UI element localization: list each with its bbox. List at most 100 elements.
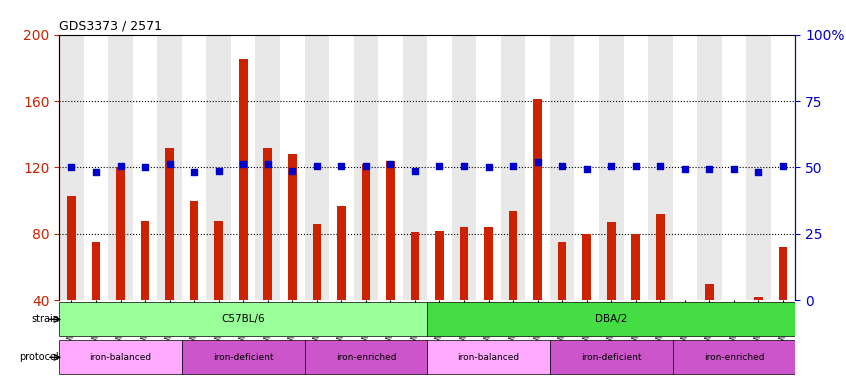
Point xyxy=(653,163,667,169)
Bar xyxy=(59,35,84,300)
Bar xyxy=(108,35,133,300)
Bar xyxy=(746,35,771,300)
Text: DBA/2: DBA/2 xyxy=(595,314,628,324)
Point xyxy=(580,166,593,172)
Point xyxy=(138,164,151,170)
Point xyxy=(187,169,201,175)
Text: iron-balanced: iron-balanced xyxy=(458,353,519,362)
Point xyxy=(506,163,519,169)
Bar xyxy=(484,227,493,300)
Bar xyxy=(403,35,427,300)
Point xyxy=(236,161,250,167)
Point xyxy=(162,161,176,167)
Bar xyxy=(656,214,665,300)
Bar xyxy=(214,221,223,300)
Bar xyxy=(680,300,689,330)
Bar xyxy=(435,231,444,300)
Bar xyxy=(459,227,469,300)
Bar xyxy=(280,35,305,300)
Bar xyxy=(599,35,624,300)
Bar xyxy=(312,224,321,300)
Bar xyxy=(190,201,199,300)
Bar xyxy=(624,35,648,300)
Point xyxy=(604,163,618,169)
Bar xyxy=(165,147,174,300)
Point xyxy=(285,168,299,174)
Text: protocol: protocol xyxy=(19,353,59,362)
Point xyxy=(89,169,103,175)
Bar xyxy=(452,35,476,300)
Text: C57BL/6: C57BL/6 xyxy=(222,314,265,324)
Bar xyxy=(361,164,371,300)
FancyBboxPatch shape xyxy=(59,302,427,336)
Bar xyxy=(305,35,329,300)
Bar xyxy=(255,35,280,300)
Bar xyxy=(558,242,567,300)
Point xyxy=(261,161,274,167)
Text: strain: strain xyxy=(31,314,59,324)
Bar xyxy=(533,99,542,300)
Bar xyxy=(729,300,739,309)
Bar xyxy=(525,35,550,300)
Bar xyxy=(329,35,354,300)
Bar xyxy=(140,221,150,300)
Point xyxy=(383,161,398,167)
Bar xyxy=(427,35,452,300)
Point xyxy=(64,164,78,170)
Text: iron-deficient: iron-deficient xyxy=(213,353,273,362)
FancyBboxPatch shape xyxy=(427,302,795,336)
Bar xyxy=(705,284,714,300)
Bar xyxy=(386,161,395,300)
Bar xyxy=(116,167,125,300)
Bar xyxy=(754,297,763,300)
FancyBboxPatch shape xyxy=(673,340,795,374)
Bar xyxy=(631,234,640,300)
Bar xyxy=(206,35,231,300)
Bar xyxy=(771,35,795,300)
Bar xyxy=(476,35,501,300)
Bar xyxy=(91,242,101,300)
Bar xyxy=(778,247,788,300)
Bar xyxy=(133,35,157,300)
Point xyxy=(776,163,789,169)
Bar xyxy=(697,35,722,300)
Point xyxy=(113,163,127,169)
Bar xyxy=(508,211,518,300)
Bar xyxy=(182,35,206,300)
Bar xyxy=(607,222,616,300)
Point xyxy=(678,166,691,172)
Point xyxy=(359,163,372,169)
Point xyxy=(457,163,470,169)
Point xyxy=(212,168,225,174)
Bar xyxy=(550,35,574,300)
Bar xyxy=(574,35,599,300)
Text: iron-balanced: iron-balanced xyxy=(90,353,151,362)
Bar xyxy=(582,234,591,300)
Point xyxy=(702,166,716,172)
Bar xyxy=(337,206,346,300)
Point xyxy=(555,163,569,169)
Bar xyxy=(673,35,697,300)
FancyBboxPatch shape xyxy=(182,340,305,374)
Text: iron-enriched: iron-enriched xyxy=(704,353,764,362)
Bar xyxy=(354,35,378,300)
Bar xyxy=(410,232,420,300)
FancyBboxPatch shape xyxy=(59,340,182,374)
Point xyxy=(310,163,323,169)
Point xyxy=(481,164,495,170)
Point xyxy=(432,163,447,169)
Text: GDS3373 / 2571: GDS3373 / 2571 xyxy=(59,19,162,32)
Bar xyxy=(67,196,76,300)
Text: iron-enriched: iron-enriched xyxy=(336,353,396,362)
Point xyxy=(408,168,421,174)
FancyBboxPatch shape xyxy=(305,340,427,374)
Point xyxy=(629,163,642,169)
FancyBboxPatch shape xyxy=(550,340,673,374)
Bar xyxy=(501,35,525,300)
Point xyxy=(727,166,740,172)
Point xyxy=(334,163,348,169)
Text: iron-deficient: iron-deficient xyxy=(581,353,641,362)
Point xyxy=(751,169,765,175)
Bar xyxy=(263,147,272,300)
Bar xyxy=(378,35,403,300)
